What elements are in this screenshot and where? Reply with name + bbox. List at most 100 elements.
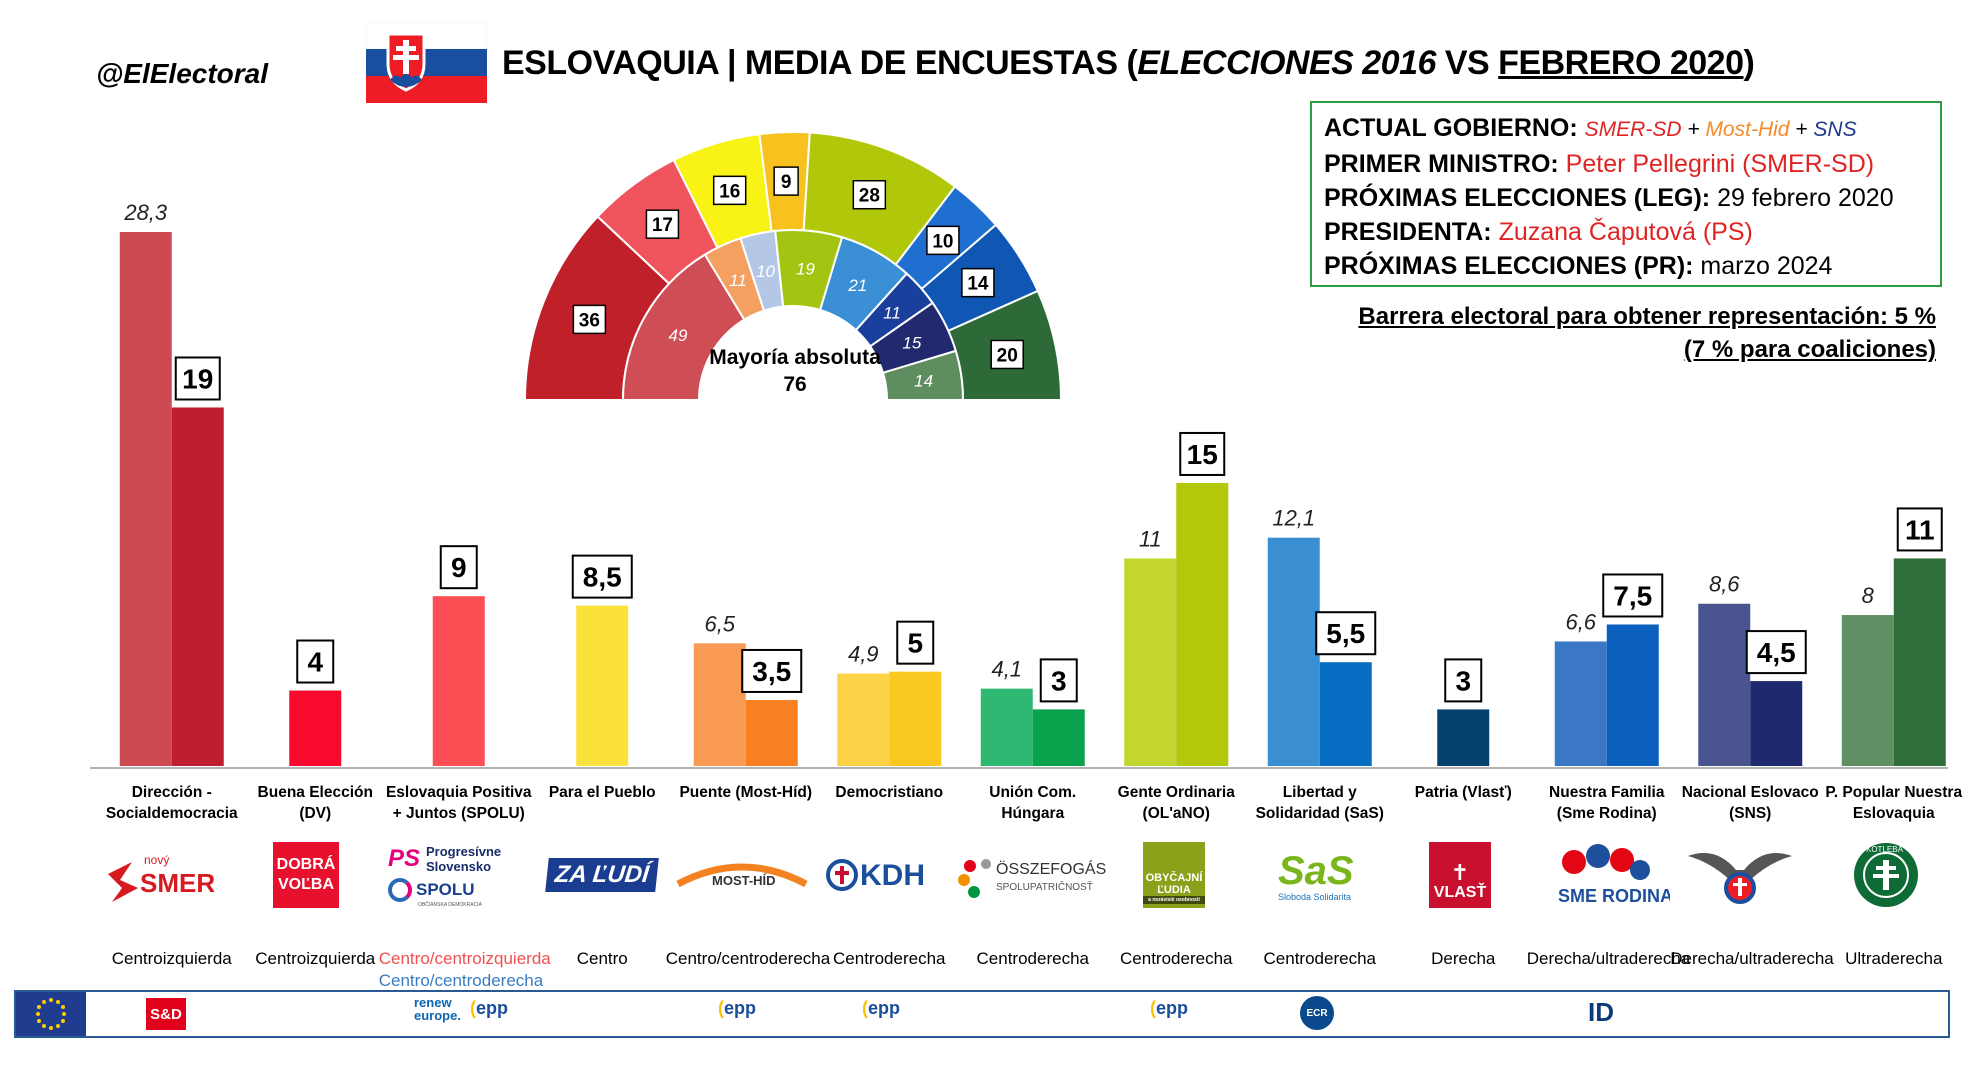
ideology-label: Centroizquierda [111, 949, 232, 968]
bar-2020 [1750, 681, 1803, 766]
ideology-label: Centro/centroderecha [665, 949, 831, 968]
data-label-box-2020 [1444, 658, 1483, 703]
epp-text: epp [476, 998, 509, 1018]
title-main: ESLOVAQUIA | MEDIA DE ENCUESTAS [502, 44, 1118, 82]
bar-2020 [1032, 709, 1085, 766]
seat-label-2020: 14 [967, 274, 989, 295]
gov-party-smer: SMER-SD [1584, 118, 1682, 141]
ideology-label: Centroderecha [976, 949, 1089, 968]
za-ludi-text: ZA ĽUDÍ [545, 858, 659, 892]
dobra-text-2: VOĽBA [278, 876, 334, 893]
seat-label-2020: 28 [859, 186, 880, 207]
gov-party-most: Most-Hid [1705, 118, 1790, 141]
data-label-box-2020 [896, 620, 935, 665]
bar-2016 [1124, 558, 1177, 766]
next-leg-value: 29 febrero 2020 [1717, 184, 1894, 212]
ecr-logo: ECR [1300, 996, 1334, 1030]
data-label-2020: 3 [1051, 665, 1067, 696]
majority-value: 76 [783, 373, 807, 396]
data-label-box-2020 [439, 545, 478, 590]
sas-subtext: Sloboda Solidarita [1278, 892, 1351, 902]
ideology-label: Centroderecha [1263, 949, 1376, 968]
ideology-label: Derecha/ultraderecha [1526, 949, 1691, 968]
bar-2020 [576, 605, 629, 766]
gov-party-sns: SNS [1813, 118, 1857, 141]
data-label-2020: 11 [1905, 514, 1935, 545]
seat-label-box [645, 209, 680, 239]
data-label-box-2020 [1315, 611, 1377, 656]
data-label-2020: 7,5 [1613, 580, 1652, 611]
bar-2020 [1893, 558, 1946, 766]
dobra-text-1: DOBRÁ [276, 856, 336, 873]
data-label-2016: 4,1 [991, 657, 1022, 682]
bar-2020 [171, 407, 224, 766]
spolu-subtext: OBČIANSKA DEMOKRACIA [418, 902, 482, 908]
ideology-label: Centro [576, 949, 628, 968]
bar-2020 [1176, 482, 1229, 766]
id-group-logo: ID [1588, 997, 1614, 1027]
seat-label-box [926, 225, 960, 256]
ideology-secondary: Centro/centroderecha [378, 971, 544, 990]
category-label: Nuestra Familia (Sme Rodina) [1549, 784, 1665, 822]
government-info-box: ACTUAL GOBIERNO: SMER-SD + Most-Hid + SN… [1310, 101, 1942, 287]
seat-label-box [572, 304, 607, 335]
data-label-box-2020 [1602, 573, 1664, 618]
threshold-line-2: (7 % para coaliciones) [1683, 336, 1936, 363]
title-elections-2016: ELECCIONES 2016 [1137, 44, 1436, 82]
sas-logo: SaS Sloboda Solidarita [1258, 840, 1378, 910]
electoral-threshold-note: Barrera electoral para obtener represent… [1358, 300, 1936, 366]
seat-label-2020: 16 [719, 181, 740, 202]
pm-key: PRIMER MINISTRO: [1324, 150, 1566, 178]
spolu-ring-icon [388, 878, 412, 902]
bar-2016 [837, 673, 890, 766]
title-close: ) [1743, 44, 1755, 82]
ideology-label: Centroizquierda [255, 949, 376, 968]
data-label-2016: 6,6 [1565, 609, 1596, 634]
president-value: Zuzana Čaputová (PS) [1498, 218, 1753, 246]
majority-label: Mayoría absoluta 76 [690, 344, 900, 398]
renew-text-1: renew [414, 995, 452, 1010]
category-label: Patria (Vlasť) [1414, 784, 1512, 801]
title-vs: VS [1435, 44, 1499, 82]
data-label-2020: 9 [451, 552, 467, 583]
seat-label-box [852, 179, 887, 210]
ideology-primary: Centro/centroizquierda [378, 949, 551, 968]
category-label: Democristiano [835, 784, 944, 801]
title-open: ( [1117, 44, 1138, 82]
data-label-2020: 3 [1455, 665, 1471, 696]
data-label-2016: 8,6 [1709, 572, 1740, 597]
data-label-box-2020 [1179, 431, 1226, 476]
gov-line: ACTUAL GOBIERNO: SMER-SD + Most-Hid + SN… [1324, 111, 1928, 147]
data-label-2020: 5 [907, 628, 923, 659]
seat-label-2020: 10 [932, 231, 953, 252]
seat-label-2020: 9 [781, 172, 792, 193]
sme-rodina-logo: SME RODINA [1540, 840, 1670, 910]
smer-text: SMER [140, 868, 215, 898]
data-label-2016: 28,3 [123, 200, 168, 225]
data-label-box-2020 [1896, 507, 1943, 552]
data-label-box-2020 [571, 554, 633, 599]
bar-2020 [1319, 662, 1372, 766]
epp-logo-olano: (epp [1150, 998, 1189, 1018]
most-hid-logo: MOST-HÍD [672, 840, 812, 910]
bar-2020 [889, 671, 942, 766]
kdh-logo: KDH [820, 840, 940, 910]
sas-text: SaS [1278, 849, 1354, 893]
olano-text-3: a nezávislé osobnosti [1143, 896, 1205, 904]
category-label: Buena Elección (DV) [257, 784, 373, 822]
ideology-label: Derecha [1431, 949, 1496, 968]
european-groups-bar: S&D renew europe. (epp (epp (epp (epp ECR… [14, 990, 1950, 1038]
data-label-2020: 3,5 [752, 656, 791, 687]
ps-text-2: Slovensko [426, 859, 492, 874]
category-label: Dirección - Socialdemocracia [105, 784, 238, 822]
ideology-label: Ultraderecha [1845, 949, 1943, 968]
data-label-box-2020 [174, 356, 221, 401]
president-line: PRESIDENTA: Zuzana Čaputová (PS) [1324, 215, 1928, 249]
next-pr-key: PRÓXIMAS ELECCIONES (PR): [1324, 252, 1701, 280]
data-label-2020: 5,5 [1326, 618, 1365, 649]
spolupatricnost-text: SPOLUPATRIČNOSŤ [996, 880, 1093, 893]
kdh-text: KDH [860, 859, 925, 892]
data-label-box-2020 [1745, 630, 1807, 675]
cross-icon: ✝ [1450, 860, 1470, 885]
